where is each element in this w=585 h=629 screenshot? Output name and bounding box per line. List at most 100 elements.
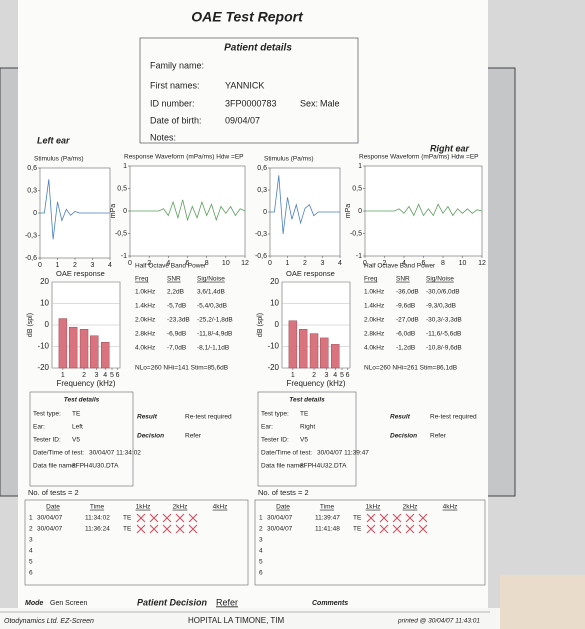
band-header: Freq <box>135 276 149 283</box>
band-cell: -30,0/6,0dB <box>426 289 460 296</box>
band-cell: 2.0kHz <box>364 317 384 324</box>
details-label: Date/Time of test: <box>33 450 84 457</box>
band-footer: NLo=260 NHi=261 Stim=86,1dB <box>364 365 457 372</box>
field-label: Date of birth: <box>150 115 202 125</box>
tests-header: Time <box>320 504 335 511</box>
tests-cell: 3 <box>259 537 263 544</box>
band-cell: 4.0kHz <box>135 345 155 352</box>
details-label: Tester ID: <box>33 437 61 444</box>
chart-title: Stimulus (Pa/ms) <box>34 156 83 163</box>
field-label: Notes: <box>150 132 176 142</box>
y-tick-label: 0 <box>123 208 127 215</box>
band-cell: -11,6/-5,6dB <box>426 331 461 338</box>
y-tick-label: 0,3 <box>27 187 37 194</box>
tests-cell: TE <box>353 526 362 533</box>
y-axis-label: mPa <box>345 204 352 219</box>
tests-cell: 6 <box>29 570 33 577</box>
x-tick-label: 10 <box>459 260 467 267</box>
x-tick-label: 6 <box>116 372 120 379</box>
details-label: Test type: <box>33 411 61 418</box>
band-cell: 3,6/1,4dB <box>197 289 225 296</box>
x-axis-label: Frequency (kHz) <box>286 379 345 388</box>
field-label: ID number: <box>150 98 195 108</box>
band-cell: 1.0kHz <box>364 289 384 296</box>
x-tick-label: 1 <box>291 372 295 379</box>
x-tick-label: 4 <box>108 262 112 269</box>
tests-cell: 2 <box>29 526 33 533</box>
x-tick-label: 2 <box>312 372 316 379</box>
result-label: Result <box>137 414 158 421</box>
band-cell: -9,3/0,3dB <box>426 303 456 310</box>
field-value: 3FP0000783 <box>225 98 277 108</box>
page: { "header": {"title": "OAE Test Report"}… <box>0 0 585 629</box>
tests-cell: TE <box>353 515 362 522</box>
decision-value: Refer <box>430 433 447 440</box>
y-axis-label: mPa <box>110 204 117 219</box>
y-tick-label: 1 <box>123 163 127 170</box>
y-tick-label: -0,6 <box>25 255 37 262</box>
tests-cell: 5 <box>29 559 33 566</box>
band-cell: -6,0dB <box>396 331 415 338</box>
band-title: Half Octave Band Power <box>135 263 207 270</box>
details-value: 30/04/07 11:39:47 <box>317 450 369 457</box>
field-label: Family name: <box>150 60 204 70</box>
tests-count: No. of tests = 2 <box>28 488 79 497</box>
details-label: Ear: <box>33 424 45 431</box>
y-tick-label: -1 <box>356 253 362 260</box>
decision-label: Patient Decision <box>137 597 208 607</box>
y-tick-label: 10 <box>40 299 49 308</box>
band-cell: -8,1/-1,1dB <box>197 345 229 352</box>
tests-header: Time <box>90 504 105 511</box>
bar <box>80 329 88 368</box>
tests-header: Date <box>276 504 290 511</box>
band-cell: -36,0dB <box>396 289 419 296</box>
field-label: First names: <box>150 80 200 90</box>
details-label: Test type: <box>261 411 289 418</box>
printed: printed @ 30/04/07 11:43:01 <box>397 618 480 625</box>
chart-title: Response Waveform (mPa/ms) Hdw =EP <box>359 154 479 161</box>
y-tick-label: -0,3 <box>25 232 37 239</box>
x-tick-label: 1 <box>286 260 290 267</box>
tests-cell: 1 <box>29 515 33 522</box>
tests-cell: 3 <box>29 537 33 544</box>
y-tick-label: 0,5 <box>117 185 127 192</box>
details-value: V5 <box>300 437 308 444</box>
y-tick-label: 0,6 <box>257 165 267 172</box>
details-label: Data file name: <box>261 463 305 470</box>
y-tick-label: 0 <box>45 320 50 329</box>
tests-header: Date <box>46 504 60 511</box>
details-value: 3FPH4U32.DTA <box>300 463 347 470</box>
details-title: Test details <box>289 397 325 404</box>
bar <box>331 344 339 368</box>
details-label: Data file name: <box>33 463 77 470</box>
details-title: Test details <box>64 397 100 404</box>
y-tick-label: -20 <box>267 363 279 372</box>
y-tick-label: 0 <box>275 320 280 329</box>
site: HOPITAL LA TIMONE, TIM <box>188 616 285 625</box>
x-tick-label: 3 <box>324 372 328 379</box>
band-cell: 1.4kHz <box>135 303 155 310</box>
details-value: Right <box>300 424 315 431</box>
band-cell: 1.4kHz <box>364 303 384 310</box>
band-header: Freq <box>364 276 378 283</box>
x-axis-label: Frequency (kHz) <box>56 379 115 388</box>
details-value: 3FPH4U30.DTA <box>72 463 119 470</box>
tests-cell: 6 <box>259 570 263 577</box>
bar <box>101 342 109 368</box>
bar <box>59 319 67 368</box>
bar <box>299 329 307 368</box>
y-tick-label: 20 <box>270 277 279 286</box>
tests-header: 4kHz <box>213 504 228 511</box>
band-cell: -5,4/0,3dB <box>197 303 227 310</box>
details-value: Left <box>72 424 83 431</box>
band-cell: -30,3/-3,3dB <box>426 317 462 324</box>
decision-label: Decision <box>390 433 417 440</box>
y-tick-label: -10 <box>37 342 49 351</box>
x-tick-label: 4 <box>103 372 107 379</box>
y-tick-label: -0,6 <box>255 253 267 260</box>
x-tick-label: 6 <box>346 372 350 379</box>
bar <box>69 327 77 368</box>
y-tick-label: 20 <box>40 277 49 286</box>
y-tick-label: 0 <box>33 210 37 217</box>
band-cell: -25,2/-1,8dB <box>197 317 233 324</box>
